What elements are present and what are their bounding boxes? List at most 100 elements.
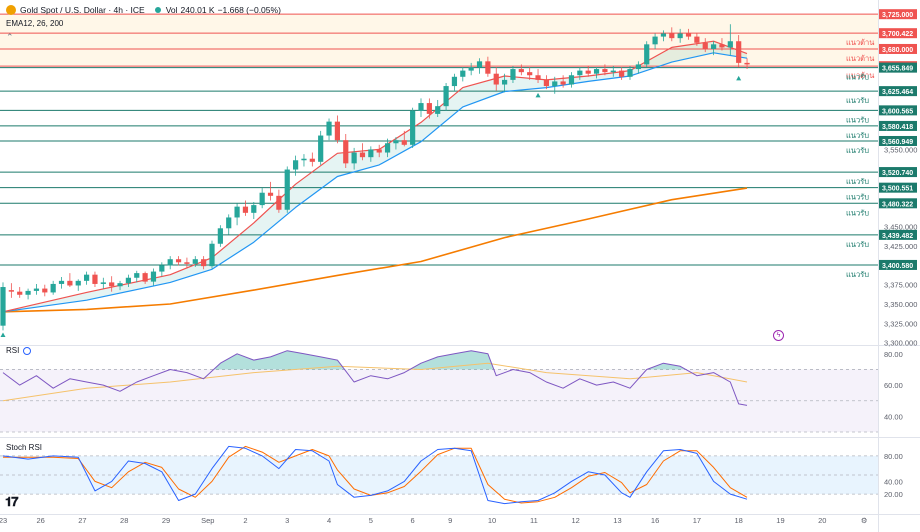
candle-down bbox=[242, 206, 249, 213]
tradingview-logo-icon[interactable]: 𝟏𝟕 bbox=[5, 494, 19, 509]
candle-down bbox=[376, 149, 382, 153]
candle-down bbox=[67, 280, 73, 286]
ema26-line bbox=[2, 52, 748, 313]
time-tick-label: 16 bbox=[651, 516, 659, 525]
candle-down bbox=[17, 291, 23, 295]
candle-up bbox=[443, 86, 449, 107]
time-tick-label: 4 bbox=[327, 516, 331, 525]
candle-up bbox=[326, 121, 332, 136]
price-level-tag bbox=[879, 28, 917, 39]
candle-up bbox=[351, 152, 357, 164]
candle-up bbox=[117, 283, 123, 287]
time-tick-label: 29 bbox=[162, 516, 170, 525]
candle-up bbox=[33, 288, 40, 291]
gold-logo-icon bbox=[6, 5, 16, 15]
price-level-tag bbox=[879, 105, 917, 116]
candle-down bbox=[42, 288, 48, 293]
time-tick-label: 10 bbox=[488, 516, 496, 525]
candle-up bbox=[293, 160, 299, 170]
chart-header: Gold Spot / U.S. Dollar · 4h · ICE Vol 2… bbox=[6, 3, 281, 17]
candle-up bbox=[593, 69, 600, 74]
support-tag: แนวรับ bbox=[846, 270, 869, 279]
candle-up bbox=[318, 135, 324, 162]
candle-up bbox=[368, 149, 374, 158]
rsi-pane-label[interactable]: RSI bbox=[6, 346, 32, 355]
resistance-tag: แนวต้าน bbox=[846, 38, 874, 47]
stoch-tick-label: 40.00 bbox=[884, 477, 903, 486]
candle-up bbox=[727, 41, 733, 48]
time-tick-label: 13 bbox=[613, 516, 621, 525]
support-tag: แนวรับ bbox=[846, 146, 869, 155]
time-tick-label: 26 bbox=[36, 516, 44, 525]
candle-up bbox=[0, 287, 6, 326]
candle-down bbox=[8, 290, 14, 292]
ema12-line bbox=[2, 40, 748, 313]
candle-up bbox=[58, 280, 65, 284]
price-level-tag bbox=[879, 9, 917, 20]
rsi-tick-label: 40.00 bbox=[884, 412, 903, 421]
candle-down bbox=[426, 103, 432, 114]
candle-down bbox=[309, 158, 315, 162]
price-tick-label: 3,375.000 bbox=[884, 281, 917, 290]
candle-up bbox=[476, 61, 483, 68]
support-tag: แนวรับ bbox=[846, 240, 869, 249]
stoch-k-line bbox=[2, 445, 748, 505]
price-tick-label: 3,350.000 bbox=[884, 300, 917, 309]
candle-up bbox=[393, 140, 399, 144]
candle-down bbox=[543, 79, 549, 87]
stoch-tick-label: 80.00 bbox=[884, 452, 903, 461]
candle-up bbox=[192, 259, 198, 264]
candle-up bbox=[84, 274, 90, 281]
candle-down bbox=[175, 259, 182, 263]
signal-marker bbox=[535, 92, 541, 98]
candle-down bbox=[142, 273, 148, 282]
signal-marker bbox=[736, 75, 742, 81]
price-tick-label: 3,550.000 bbox=[884, 145, 917, 154]
candle-up bbox=[502, 79, 508, 85]
price-level-label: 3,520.740 bbox=[882, 170, 913, 177]
candle-up bbox=[301, 158, 307, 161]
time-tick-label: 20 bbox=[818, 516, 826, 525]
candle-down bbox=[719, 44, 725, 48]
candle-down bbox=[669, 33, 675, 39]
signal-marker bbox=[0, 332, 6, 337]
candle-up bbox=[635, 64, 641, 70]
candle-down bbox=[518, 69, 524, 73]
rsi-ma-line bbox=[2, 362, 748, 402]
candle-up bbox=[150, 271, 157, 282]
time-tick-label: 2 bbox=[243, 516, 247, 525]
price-level-label: 3,480.322 bbox=[882, 201, 913, 208]
candle-up bbox=[75, 280, 81, 286]
price-tick-label: 3,300.000 bbox=[884, 339, 917, 348]
candle-down bbox=[535, 75, 541, 80]
ema-legend[interactable]: EMA12, 26, 200 bbox=[6, 19, 64, 28]
time-tick-label: Sep bbox=[201, 516, 214, 525]
price-level-label: 3,400.580 bbox=[882, 263, 913, 270]
symbol-title[interactable]: Gold Spot / U.S. Dollar · 4h · ICE bbox=[20, 5, 145, 15]
candle-up bbox=[577, 70, 583, 76]
candle-down bbox=[585, 70, 591, 74]
stoch-tick-label: 20.00 bbox=[884, 490, 903, 499]
volume-label: Vol bbox=[165, 5, 178, 15]
price-level-label: 3,655.849 bbox=[882, 66, 913, 73]
price-level-label: 3,700.422 bbox=[882, 31, 913, 38]
resistance-tag: แนวต้าน bbox=[846, 54, 874, 63]
support-tag: แนวรับ bbox=[846, 73, 869, 82]
candle-up bbox=[234, 206, 240, 218]
collapse-chevron-icon[interactable]: ⌃ bbox=[6, 32, 14, 42]
candle-up bbox=[251, 205, 257, 213]
time-tick-label: 3 bbox=[285, 516, 289, 525]
lightning-icon[interactable]: ϟ bbox=[773, 330, 784, 341]
candle-down bbox=[560, 81, 566, 85]
stoch-d-line bbox=[3, 445, 748, 504]
time-tick-label: 12 bbox=[571, 516, 579, 525]
candle-up bbox=[510, 69, 516, 80]
market-status-icon bbox=[154, 7, 161, 13]
candle-up bbox=[50, 283, 56, 293]
resistance-tag: แนวต้าน bbox=[846, 71, 874, 80]
candle-up bbox=[711, 44, 717, 49]
price-level-tag bbox=[879, 259, 917, 270]
stoch-pane-label[interactable]: Stoch RSI bbox=[6, 443, 43, 452]
price-level-label: 3,600.565 bbox=[882, 108, 913, 115]
candle-down bbox=[343, 140, 349, 164]
